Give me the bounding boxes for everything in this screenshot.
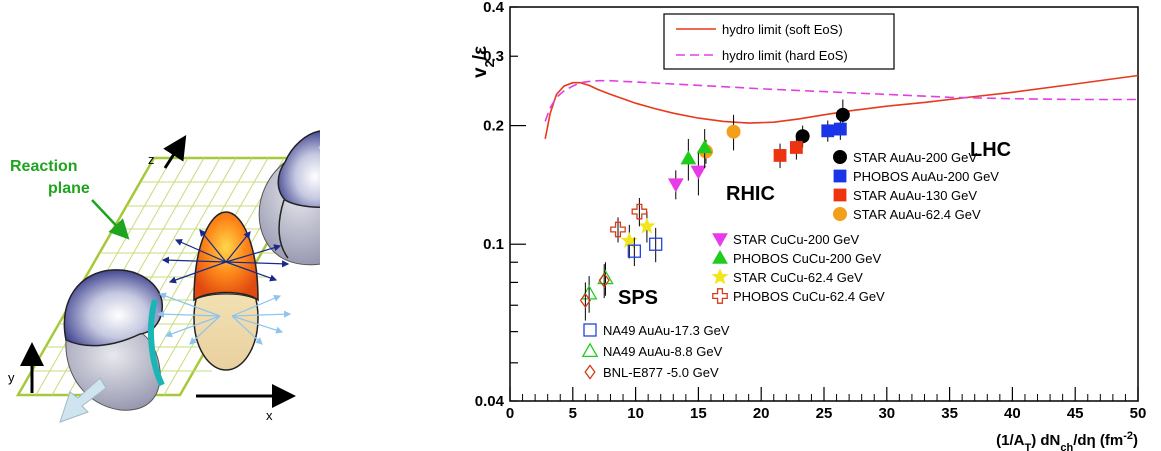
series-legend-label: BNL-E877 -5.0 GeV [603, 365, 719, 380]
series-legend-label: STAR AuAu-200 GeV [853, 150, 977, 165]
series-legend-label: STAR AuAu-62.4 GeV [853, 207, 981, 222]
data-point [631, 203, 648, 220]
axis-z-label: z [148, 152, 155, 167]
series-legend-marker [584, 364, 596, 380]
reaction-plane-pointer [91, 199, 130, 240]
region-label-rhic: RHIC [726, 183, 775, 205]
x-tick-label: 35 [941, 405, 958, 422]
nucleus-upper-right [258, 130, 320, 266]
y-tick-label: 0.04 [475, 393, 505, 410]
series-legend-label: PHOBOS CuCu-200 GeV [733, 251, 881, 266]
data-point [667, 178, 684, 193]
x-axis-label-part: ch [1060, 442, 1073, 451]
y-axis-label-part: 2 [482, 60, 497, 67]
data-point [773, 149, 787, 162]
series-legend-marker [833, 206, 848, 221]
series-legend-marker [583, 323, 597, 337]
direction-arrow-lower [59, 377, 107, 423]
series-legend-label: NA49 AuAu-8.8 GeV [603, 344, 723, 359]
curve-legend-label: hydro limit (soft EoS) [722, 22, 843, 37]
reaction-plane-label-line1: Reaction [10, 158, 78, 175]
data-point [579, 292, 591, 309]
data-point [789, 141, 803, 154]
x-axis-label-part: /dη (fm [1073, 432, 1123, 449]
series-legend-marker [712, 249, 728, 264]
data-point [649, 237, 663, 251]
data-point [835, 107, 850, 122]
x-axis-label-part: ) [1133, 432, 1138, 449]
x-tick-label: 15 [690, 405, 707, 422]
data-point [598, 272, 610, 288]
y-tick-label: 0.4 [483, 0, 505, 16]
y-axis-label-part: v [470, 67, 491, 78]
series-legend-marker [581, 342, 599, 358]
axis-x-label: x [266, 408, 273, 423]
x-tick-label: 10 [627, 405, 644, 422]
y-tick-label: 0.1 [483, 236, 504, 253]
v2-epsilon-chart: 0 5 10 15 20 25 30 35 40 45 50 0.04 0.1 0.2 0.3 0.4 (1/A… [470, 0, 1147, 451]
axis-y-label: y [8, 370, 15, 385]
data-point [795, 129, 810, 144]
data-point [610, 221, 626, 238]
series-legend-label: STAR CuCu-62.4 GeV [733, 270, 863, 285]
series-legend-label: PHOBOS CuCu-62.4 GeV [733, 289, 885, 304]
region-label-lhc: LHC [970, 139, 1011, 161]
series-legend-marker [833, 188, 847, 202]
data-point [627, 244, 641, 258]
curve-legend-box [663, 13, 895, 70]
series-legend-label: STAR AuAu-130 GeV [853, 188, 977, 203]
y-axis-label: v2/ε [470, 46, 497, 78]
series-legend-marker [711, 268, 729, 285]
x-axis-label-part: -2 [1123, 430, 1133, 442]
series-legend-marker [833, 149, 848, 164]
reaction-plane-diagram: z y x [8, 130, 320, 423]
reaction-plane-label-line2: plane [48, 180, 90, 197]
data-point [638, 217, 656, 234]
x-tick-label: 25 [816, 405, 833, 422]
data-point [833, 122, 847, 136]
x-tick-label: 40 [1004, 405, 1021, 422]
x-tick-label: 0 [506, 405, 514, 422]
region-label-sps: SPS [618, 287, 658, 309]
y-tick-label: 0.3 [483, 48, 504, 65]
flow-arrows-upper [161, 229, 290, 284]
overlap-region [193, 211, 259, 371]
flow-arrows-lower [156, 292, 292, 345]
x-axis-label-part: T [1024, 442, 1031, 451]
data-point [696, 139, 713, 154]
nucleus-lower-left [63, 269, 165, 411]
curve-legend-label: hydro limit (hard EoS) [722, 48, 848, 63]
curve-soft-eos [544, 74, 1139, 140]
axis-z-arrow [163, 134, 187, 169]
series-legend-label: PHOBOS AuAu-200 GeV [853, 169, 999, 184]
x-tick-label: 20 [753, 405, 770, 422]
x-axis-label-part: (1/A [996, 432, 1025, 449]
direction-arrow-upper [317, 144, 320, 151]
x-tick-label: 30 [878, 405, 895, 422]
series-legend-marker [833, 169, 847, 183]
data-point [821, 124, 835, 138]
series-legend-marker [712, 288, 728, 304]
x-tick-label: 5 [569, 405, 577, 422]
series-legend-label: STAR CuCu-200 GeV [733, 232, 860, 247]
x-axis-label-part: ) dN [1031, 432, 1060, 449]
x-tick-label: 50 [1130, 405, 1147, 422]
x-axis-label: (1/AT) dNch/dη (fm-2) [996, 430, 1138, 451]
data-point [726, 124, 741, 139]
data-point [680, 150, 697, 165]
data-point [620, 231, 638, 248]
y-tick-label: 0.2 [483, 118, 504, 135]
y-axis-label-part: /ε [470, 46, 491, 60]
series-legend-label: NA49 AuAu-17.3 GeV [603, 323, 730, 338]
x-tick-label: 45 [1067, 405, 1084, 422]
data-point [690, 165, 707, 180]
series-legend-marker [712, 233, 728, 248]
